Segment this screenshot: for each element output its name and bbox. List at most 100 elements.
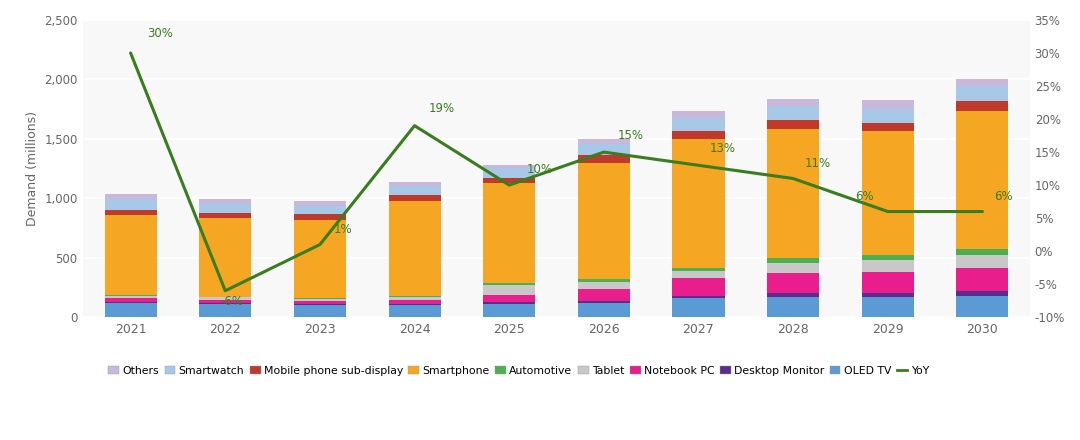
Bar — [767, 293, 819, 297]
Bar — [957, 291, 1009, 296]
Bar — [578, 154, 630, 163]
Text: 6%: 6% — [854, 190, 874, 203]
Bar — [199, 213, 252, 218]
Bar — [957, 86, 1009, 102]
Bar — [673, 118, 725, 131]
Text: 15%: 15% — [618, 129, 644, 142]
Bar — [862, 293, 914, 297]
Bar — [767, 258, 819, 263]
Bar — [767, 106, 819, 120]
Bar — [483, 304, 536, 317]
Text: 10%: 10% — [526, 163, 552, 176]
Text: 13%: 13% — [710, 142, 735, 155]
Bar — [199, 303, 252, 304]
Bar — [862, 109, 914, 123]
Bar — [483, 165, 536, 168]
Bar — [389, 297, 441, 300]
Bar — [862, 100, 914, 109]
Bar — [862, 131, 914, 255]
Bar — [199, 297, 252, 300]
Bar — [578, 282, 630, 289]
Bar — [673, 268, 725, 271]
Bar — [294, 304, 346, 305]
Bar — [389, 296, 441, 297]
Bar — [483, 183, 536, 283]
Bar — [957, 268, 1009, 291]
Bar — [199, 218, 252, 297]
Bar — [294, 220, 346, 298]
Bar — [199, 199, 252, 204]
Bar — [673, 278, 725, 296]
Text: -6%: -6% — [220, 295, 243, 308]
Bar — [673, 271, 725, 278]
Bar — [957, 111, 1009, 249]
Text: 6%: 6% — [994, 190, 1012, 203]
Bar — [673, 131, 725, 139]
Bar — [578, 289, 630, 301]
Bar — [105, 302, 157, 303]
Bar — [578, 279, 630, 282]
Bar — [483, 168, 536, 177]
Bar — [294, 299, 346, 301]
Bar — [105, 296, 157, 298]
Text: 19%: 19% — [429, 103, 455, 115]
Bar — [673, 298, 725, 317]
Bar — [862, 123, 914, 131]
Bar — [957, 102, 1009, 111]
Bar — [578, 303, 630, 317]
Text: 1%: 1% — [334, 223, 353, 236]
Bar — [767, 263, 819, 273]
Bar — [389, 304, 441, 305]
Bar — [957, 249, 1009, 255]
Text: 11%: 11% — [805, 157, 831, 169]
Bar — [673, 111, 725, 118]
Bar — [389, 182, 441, 186]
Bar — [389, 201, 441, 296]
Bar — [957, 255, 1009, 268]
Text: 30%: 30% — [148, 26, 174, 40]
Bar — [578, 139, 630, 144]
Bar — [105, 298, 157, 302]
Bar — [199, 204, 252, 213]
Bar — [105, 295, 157, 296]
Bar — [862, 255, 914, 260]
Bar — [673, 139, 725, 268]
Bar — [389, 195, 441, 201]
Bar — [389, 300, 441, 304]
Bar — [767, 120, 819, 129]
Bar — [767, 273, 819, 293]
Bar — [957, 79, 1009, 86]
Bar — [673, 296, 725, 298]
Bar — [767, 99, 819, 106]
Bar — [199, 300, 252, 303]
Bar — [862, 260, 914, 272]
Bar — [294, 201, 346, 205]
Bar — [483, 295, 536, 302]
Bar — [483, 285, 536, 295]
Legend: Others, Smartwatch, Mobile phone sub-display, Smartphone, Automotive, Tablet, No: Others, Smartwatch, Mobile phone sub-dis… — [104, 361, 933, 380]
Bar — [862, 297, 914, 317]
Bar — [105, 194, 157, 199]
Bar — [957, 296, 1009, 317]
Bar — [105, 303, 157, 317]
Bar — [767, 297, 819, 317]
Bar — [483, 302, 536, 304]
Bar — [578, 163, 630, 279]
Bar — [199, 304, 252, 317]
Bar — [578, 144, 630, 154]
Bar — [294, 298, 346, 299]
Bar — [767, 129, 819, 258]
Bar — [294, 214, 346, 220]
Y-axis label: Demand (millions): Demand (millions) — [26, 111, 39, 226]
Bar — [862, 272, 914, 293]
Bar — [294, 301, 346, 304]
Bar — [294, 205, 346, 214]
Bar — [483, 177, 536, 183]
Bar — [389, 305, 441, 317]
Bar — [105, 216, 157, 295]
Bar — [389, 186, 441, 195]
Bar — [578, 301, 630, 303]
Bar — [105, 199, 157, 210]
Bar — [105, 210, 157, 216]
Bar — [483, 283, 536, 285]
